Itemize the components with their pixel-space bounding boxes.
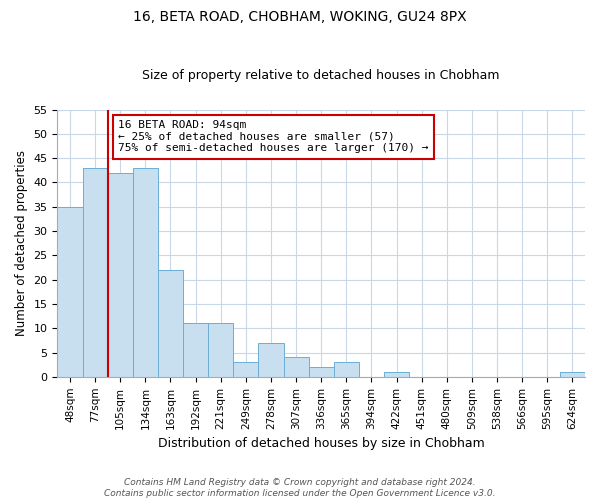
Bar [384,372,409,377]
Text: 16 BETA ROAD: 94sqm
← 25% of detached houses are smaller (57)
75% of semi-detach: 16 BETA ROAD: 94sqm ← 25% of detached ho… [118,120,428,154]
Y-axis label: Number of detached properties: Number of detached properties [15,150,28,336]
Bar [183,324,208,377]
Bar [158,270,183,377]
Bar [58,206,83,377]
Bar [284,358,308,377]
X-axis label: Distribution of detached houses by size in Chobham: Distribution of detached houses by size … [158,437,485,450]
Text: Contains HM Land Registry data © Crown copyright and database right 2024.
Contai: Contains HM Land Registry data © Crown c… [104,478,496,498]
Bar [133,168,158,377]
Bar [107,172,133,377]
Title: Size of property relative to detached houses in Chobham: Size of property relative to detached ho… [142,69,500,82]
Bar [334,362,359,377]
Bar [233,362,259,377]
Bar [308,367,334,377]
Bar [83,168,107,377]
Bar [259,343,284,377]
Bar [560,372,585,377]
Text: 16, BETA ROAD, CHOBHAM, WOKING, GU24 8PX: 16, BETA ROAD, CHOBHAM, WOKING, GU24 8PX [133,10,467,24]
Bar [208,324,233,377]
